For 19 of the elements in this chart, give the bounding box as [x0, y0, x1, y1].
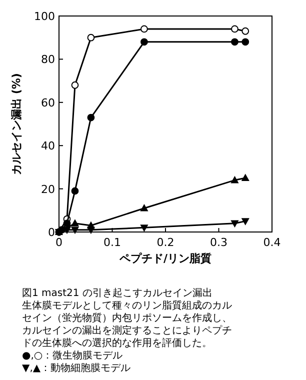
x-tick-label: 0.1	[104, 236, 121, 249]
y-tick-label: 0	[48, 226, 55, 239]
x-tick-label: 0.3	[210, 236, 228, 249]
y-tick-label: 40	[41, 140, 55, 153]
y-tick-label: 20	[41, 182, 55, 196]
text: カルセインの漏出を測定することによりペプチ	[22, 324, 232, 336]
y-tick-label: 60	[41, 96, 55, 110]
x-axis-title: ペプチド/リン脂質	[118, 252, 212, 265]
x-tick-label: 0.4	[263, 236, 281, 249]
text: ドの生体膜への選択的な作用を評価した。	[22, 337, 212, 349]
text: ●,○：微生物膜モデル	[22, 350, 123, 362]
text: セイン（蛍光物質）内包リポソームを作成し、	[22, 312, 232, 324]
y-tick-label: 80	[41, 53, 55, 66]
text: 図1 mast21 の引き起こすカルセイン漏出	[22, 287, 212, 299]
x-tick-label: 0.2	[156, 236, 174, 249]
text: 生体膜モデルとして種々のリン脂質組成のカル	[22, 300, 232, 312]
text: ▼,▲：動物細胞膜モデル	[22, 362, 131, 374]
y-tick-label: 100	[34, 10, 55, 23]
y-axis-title: カルセイン漏出 (%)	[10, 73, 23, 175]
